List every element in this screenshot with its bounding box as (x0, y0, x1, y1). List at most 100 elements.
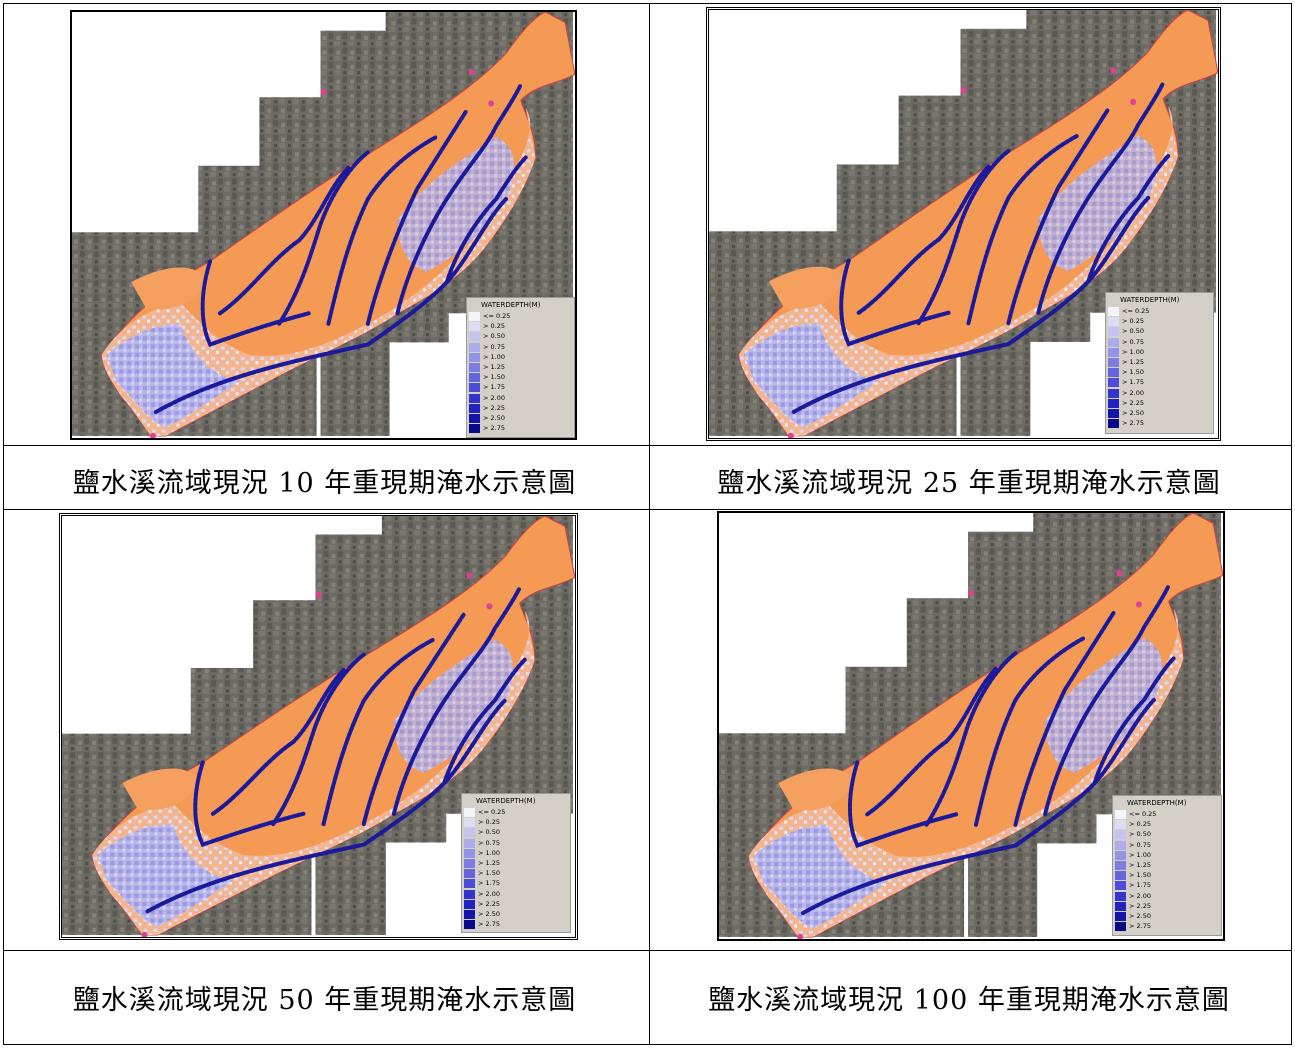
legend-swatch (469, 403, 480, 413)
legend-label: > 2.75 (478, 920, 500, 929)
legend-label: > 2.25 (1122, 398, 1144, 407)
legend-row: > 2.75 (464, 920, 500, 930)
legend-swatch (469, 322, 480, 332)
legend-label: > 2.25 (478, 899, 500, 908)
legend-swatch (1115, 861, 1126, 870)
legend-row: > 2.75 (1115, 922, 1151, 932)
table-divider-2 (4, 509, 1291, 510)
legend-label: > 2.00 (1129, 891, 1151, 900)
legend-label: > 1.50 (1122, 368, 1144, 377)
legend-label: > 2.50 (1129, 912, 1151, 920)
legend-row: > 0.25 (1115, 820, 1151, 830)
legend-label: > 1.75 (1122, 378, 1144, 387)
legend-swatch (464, 869, 475, 879)
legend-row: > 1.50 (464, 869, 500, 879)
legend-row: <= 0.25 (469, 312, 510, 321)
legend-swatch (1115, 922, 1126, 932)
legend-swatch (464, 859, 475, 868)
legend-swatch (469, 424, 480, 434)
legend-swatch (1108, 409, 1119, 418)
caption-25yr: 鹽水溪流域現況 25 年重現期淹水示意圖 (717, 468, 1221, 499)
legend-label: > 0.75 (1129, 840, 1151, 849)
legend-swatch (1115, 891, 1126, 901)
legend-swatch (464, 818, 475, 828)
legend-swatch (1115, 810, 1126, 819)
legend-label: > 1.00 (1122, 347, 1144, 356)
legend-row: > 1.25 (1115, 861, 1151, 870)
map-legend: WATERDEPTH(M) <= 0.25 > 0.25 > 0.50 > 0.75 >… (1112, 795, 1222, 936)
legend-swatch (464, 838, 475, 848)
legend-label: > 2.50 (478, 910, 500, 918)
legend-swatch (464, 889, 475, 899)
legend-label: > 0.50 (478, 828, 500, 837)
legend-title: WATERDEPTH(M) (481, 301, 541, 309)
legend-label: > 1.25 (1122, 358, 1144, 366)
legend-row: > 1.00 (469, 352, 505, 362)
legend-swatch (469, 373, 480, 383)
legend-row: > 2.75 (1108, 419, 1144, 429)
legend-label: <= 0.25 (1122, 307, 1150, 315)
flood-map-10yr: WATERDEPTH(M) <= 0.25 > 0.25 > 0.50 > 0.75 >… (70, 10, 577, 440)
legend-swatch (464, 920, 475, 930)
legend-row: <= 0.25 (464, 808, 505, 817)
legend-swatch (1108, 398, 1119, 408)
legend-row: > 0.50 (1108, 327, 1144, 337)
legend-swatch (1108, 378, 1119, 388)
legend-row: > 1.00 (464, 848, 500, 858)
legend-label: > 0.25 (478, 818, 500, 827)
legend-label: > 1.00 (478, 848, 500, 857)
legend-swatch (1115, 871, 1126, 881)
legend-row: > 2.25 (469, 403, 505, 413)
map-legend: WATERDEPTH(M) <= 0.25 > 0.25 > 0.50 > 0.75 >… (461, 793, 571, 933)
legend-swatch (469, 312, 480, 321)
legend-label: > 1.50 (483, 373, 505, 382)
legend-row: > 2.50 (464, 910, 500, 919)
legend-row: > 1.50 (469, 373, 505, 383)
legend-row: > 2.25 (1108, 398, 1144, 408)
legend-swatch (1108, 337, 1119, 347)
legend-row: > 0.50 (1115, 830, 1151, 840)
legend-row: > 2.00 (1115, 891, 1151, 901)
legend-swatch (469, 332, 480, 342)
legend-row: <= 0.25 (1108, 307, 1149, 316)
table-divider-3 (4, 950, 1291, 951)
legend-row: > 0.25 (1108, 317, 1144, 327)
legend-title: WATERDEPTH(M) (476, 797, 536, 805)
legend-row: > 0.75 (469, 342, 505, 352)
legend-swatch (469, 383, 480, 393)
legend-row: > 1.75 (464, 879, 500, 889)
legend-row: > 2.25 (464, 899, 500, 909)
legend-label: > 0.75 (483, 342, 505, 351)
legend-row: > 2.00 (1108, 388, 1144, 398)
legend-row: > 1.50 (1115, 871, 1151, 881)
legend-row: > 0.50 (464, 828, 500, 838)
legend-label: > 1.00 (1129, 850, 1151, 859)
legend-label: <= 0.25 (1129, 810, 1157, 818)
legend-swatch (1108, 347, 1119, 357)
legend-row: > 1.75 (1115, 881, 1151, 891)
legend-label: > 1.75 (1129, 881, 1151, 890)
legend-row: > 1.00 (1108, 347, 1144, 357)
caption-50yr: 鹽水溪流域現況 50 年重現期淹水示意圖 (72, 985, 577, 1016)
legend-row: > 1.25 (469, 363, 505, 372)
legend-label: > 0.75 (478, 838, 500, 847)
caption-10yr: 鹽水溪流域現況 10 年重現期淹水示意圖 (72, 468, 577, 499)
legend-swatch (469, 352, 480, 362)
legend-swatch (469, 363, 480, 372)
figure-table (3, 3, 1292, 1045)
legend-label: > 1.50 (1129, 871, 1151, 880)
legend-row: > 0.25 (469, 322, 505, 332)
legend-label: > 2.25 (483, 403, 505, 412)
legend-swatch (464, 879, 475, 889)
legend-label: > 2.25 (1129, 901, 1151, 910)
legend-row: > 2.50 (469, 414, 505, 423)
legend-row: > 2.00 (469, 393, 505, 403)
legend-swatch (1108, 358, 1119, 367)
legend-swatch (1108, 368, 1119, 378)
legend-row: > 1.00 (1115, 850, 1151, 860)
legend-row: > 2.50 (1108, 409, 1144, 418)
legend-label: > 0.25 (1129, 820, 1151, 829)
legend-row: > 0.75 (464, 838, 500, 848)
legend-row: > 2.50 (1115, 912, 1151, 921)
caption-100yr: 鹽水溪流域現況 100 年重現期淹水示意圖 (708, 985, 1230, 1016)
